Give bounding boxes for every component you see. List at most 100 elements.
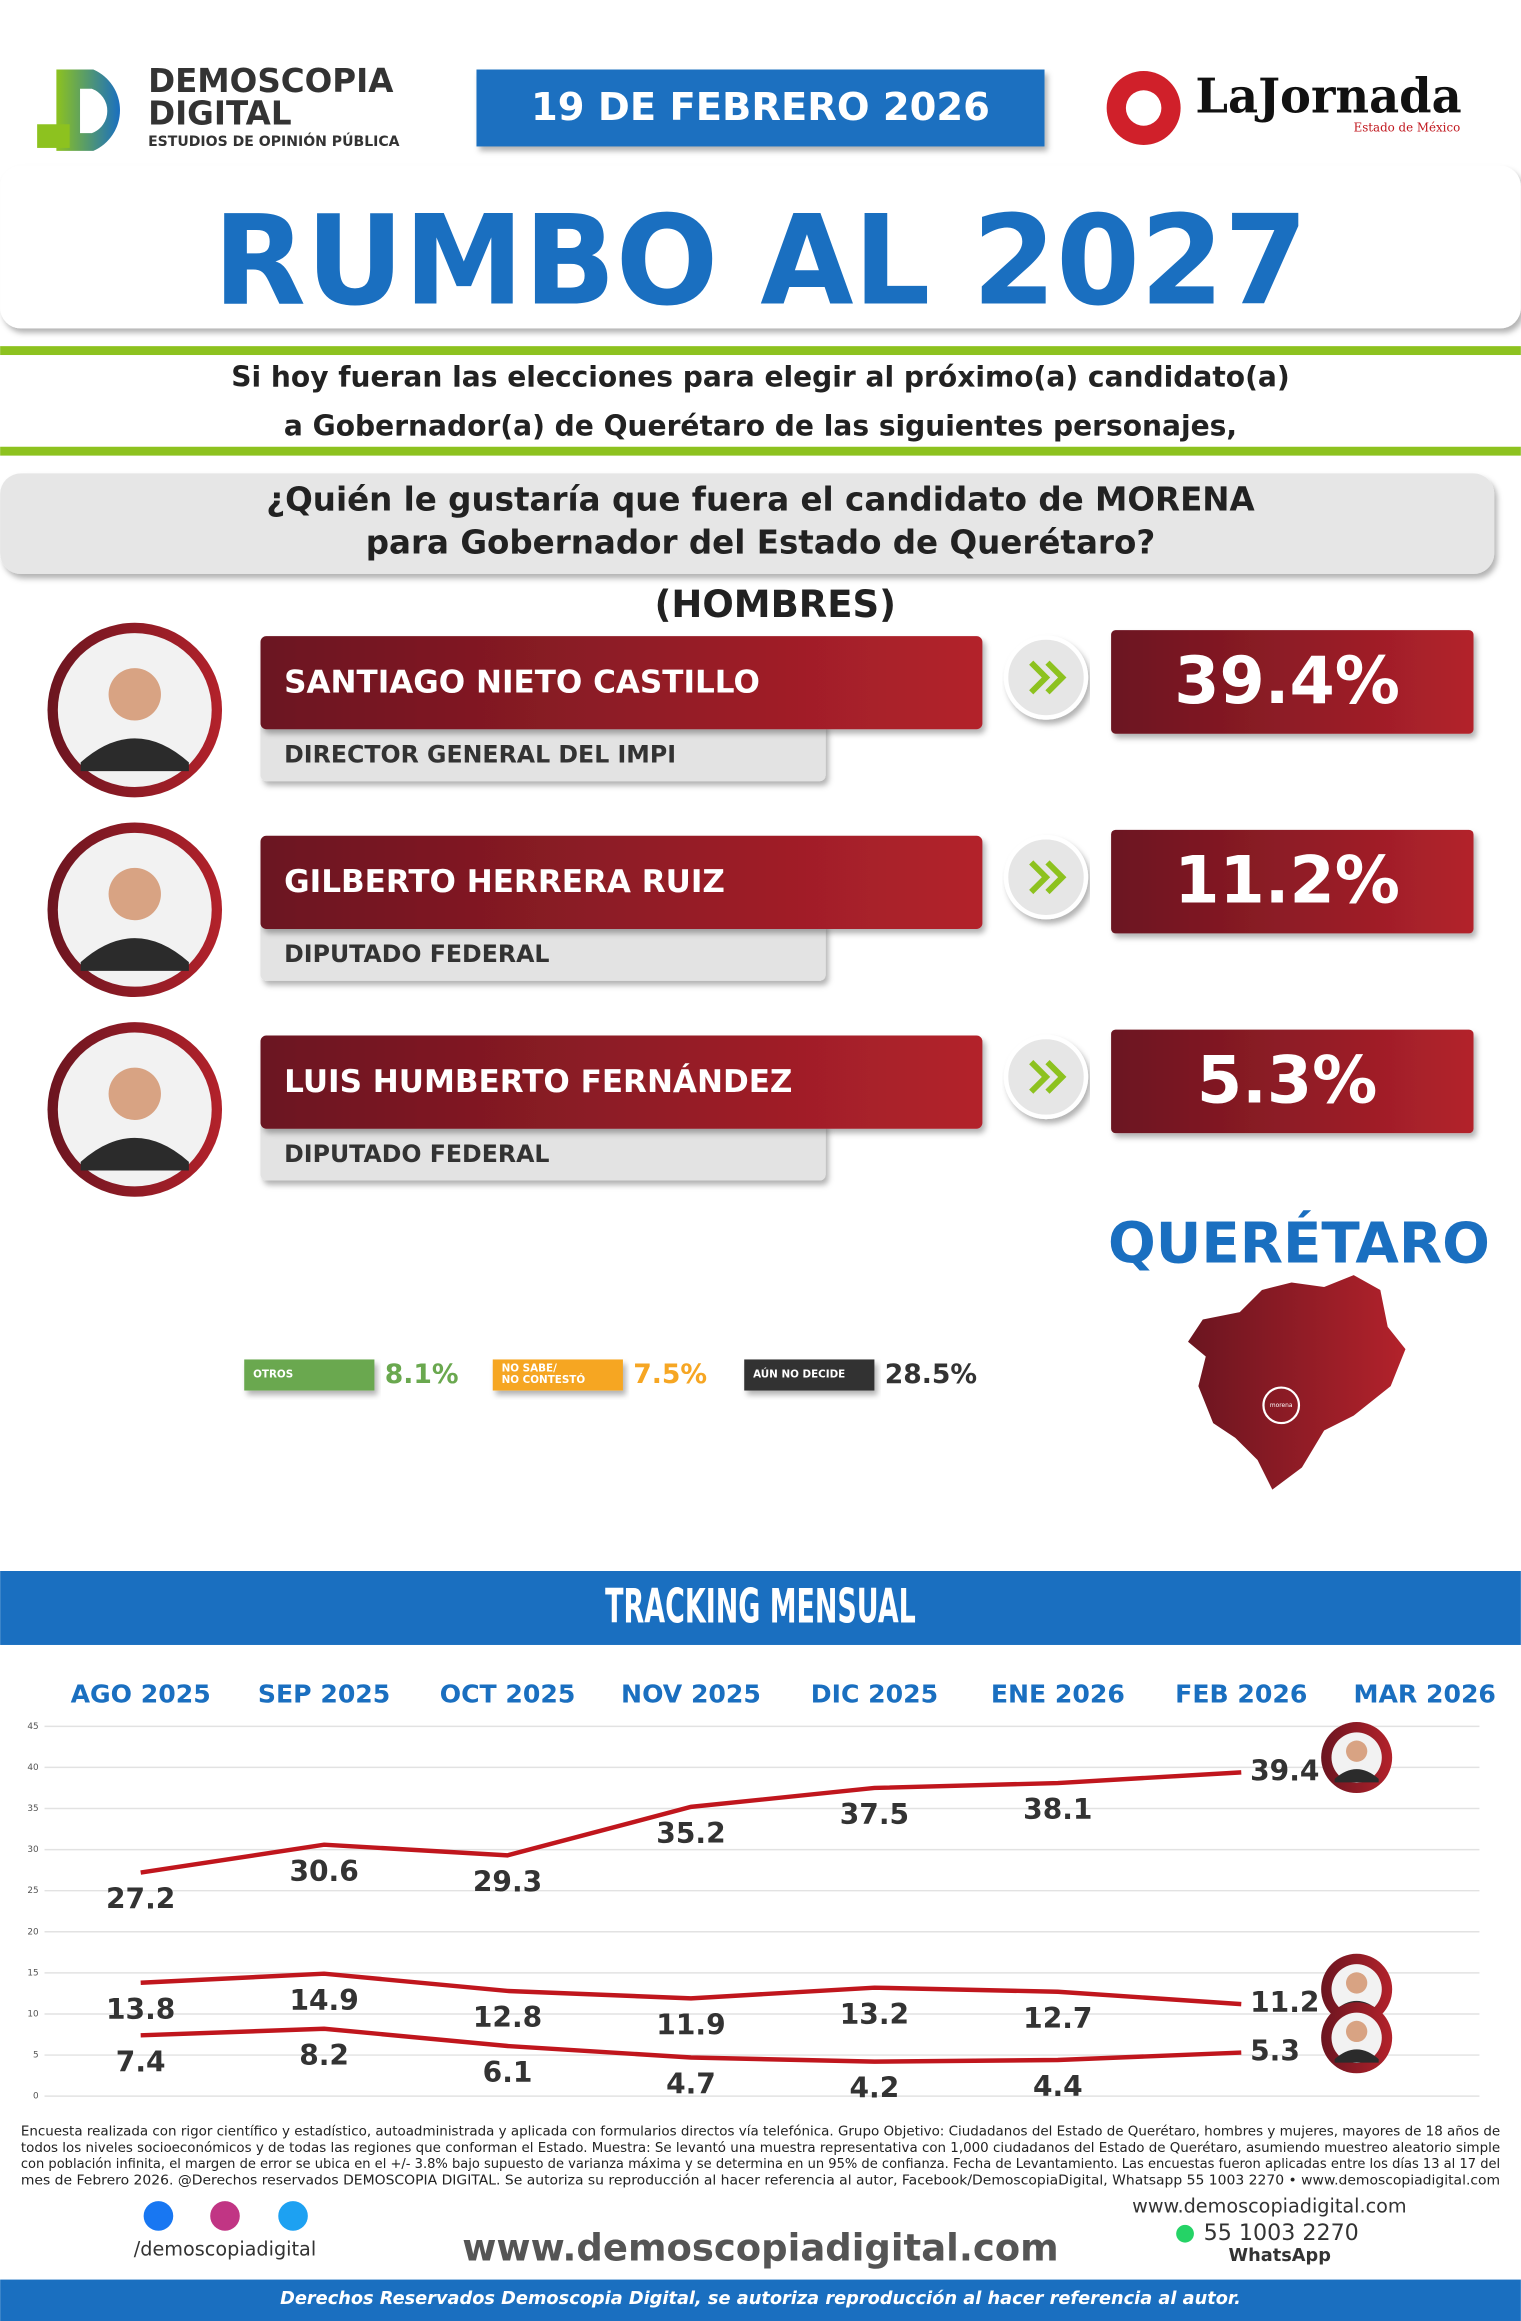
photo-head [1346,1740,1368,1762]
data-label: 8.2 [299,2039,349,2072]
data-label: 39.4 [1250,1754,1319,1787]
role-bar [260,721,826,782]
series-line [140,2026,1242,2064]
data-label: 7.4 [116,2045,166,2078]
y-tick-label: 40 [27,1763,39,1773]
data-label: 12.7 [1023,2002,1092,2035]
data-label: 30.6 [289,1855,358,1888]
data-label: 13.8 [106,1993,175,2026]
photo-body [1334,1769,1379,1783]
name-bar [260,1035,983,1129]
photo-head [108,867,161,921]
site-small: www.demoscopiadigital.com [1132,2195,1407,2218]
y-tick-label: 25 [27,1886,38,1896]
brand: DIGITAL [148,94,291,132]
data-label: 12.8 [473,2001,542,2034]
date: 19 DE FEBRERO 2026 [531,85,990,130]
partner-sub: Estado de México [1354,121,1461,135]
percent-box [1111,630,1474,734]
data-label: 27.2 [106,1883,175,1916]
phone: 55 1003 2270 [1204,2220,1359,2246]
x-tick-label: NOV 2025 [621,1679,761,1708]
percent: 11.2% [1174,844,1400,919]
photo-head [108,1067,161,1120]
title: RUMBO AL 2027 [213,189,1308,333]
other-label: NO SABE/ [502,1362,557,1374]
data-label: 38.1 [1023,1793,1092,1826]
x-tick-label: ENE 2026 [991,1679,1125,1708]
state-map [1188,1275,1406,1490]
partner: LaJornada [1195,70,1461,125]
data-label: 4.7 [666,2068,716,2101]
percent: 39.4% [1174,644,1400,719]
photo-head [108,668,161,721]
arrow [1029,1060,1067,1094]
photo-body [1334,2049,1379,2063]
whatsapp: WhatsApp [1229,2246,1331,2266]
y-tick-label: 10 [27,2009,39,2019]
data-label: 11.9 [656,2008,725,2041]
y-tick-label: 15 [27,1968,38,1978]
other-percent: 8.1% [385,1359,459,1390]
method: todos los niveles socioeconómicos y de t… [21,2140,1500,2156]
logo-mark-inner [80,88,108,134]
percent: 5.3% [1197,1043,1378,1118]
photo-body [80,738,189,772]
data-label: 29.3 [473,1865,542,1898]
method: mes de Febrero 2026. @Derechos reservado… [21,2172,1500,2188]
name: LUIS HUMBERTO FERNÁNDEZ [284,1062,792,1100]
data-label: 14.9 [289,1984,358,2017]
other-label: AÚN NO DECIDE [753,1367,845,1380]
y-tick-label: 0 [33,2092,39,2102]
series-line [140,1971,1242,2007]
rights: Derechos Reservados Demoscopia Digital, … [280,2289,1241,2309]
data-label: 37.5 [840,1798,909,1831]
brand: DEMOSCOPIA [148,62,394,100]
x-tick-label: SEP 2025 [258,1679,390,1708]
facebook-icon[interactable] [143,2201,174,2231]
map-badge-text: morena [1270,1403,1293,1409]
other-box [492,1359,623,1391]
group: (HOMBRES) [655,583,896,626]
method: Encuesta realizada con rigor científico … [21,2124,1500,2140]
role: DIRECTOR GENERAL DEL IMPI [284,740,676,768]
name-bar [260,835,983,929]
arrow [1029,860,1067,895]
other-percent: 7.5% [633,1359,707,1390]
state: QUERÉTARO [1108,1209,1490,1277]
logo-block [37,124,70,148]
method: con población infinita, el margen de err… [21,2156,1500,2172]
whatsapp-icon [1176,2224,1194,2243]
divider [0,346,1521,356]
question-box [0,473,1495,574]
role-bar [260,921,826,981]
question: ¿Quién le gustaría que fuera el candidat… [266,480,1255,518]
y-tick-label: 35 [27,1804,38,1814]
photo-head [1346,2020,1368,2043]
instagram-icon[interactable] [210,2201,240,2231]
site[interactable]: www.demoscopiadigital.com [462,2226,1058,2269]
twitter-icon[interactable] [278,2201,308,2231]
photo-head [1346,1972,1368,1994]
tracking-title: TRACKING MENSUAL [605,1579,916,1634]
y-tick-label: 20 [27,1927,39,1937]
name-bar [260,636,983,730]
percent-box [1111,829,1474,934]
tracking-band [0,1571,1521,1645]
other-percent: 28.5% [885,1359,977,1390]
rights-band [0,2279,1521,2321]
social-icons [143,2201,308,2231]
role: DIPUTADO FEDERAL [284,940,549,968]
photo-body [80,938,189,971]
arrow [1029,660,1067,695]
social-handle: /demoscopiadigital [134,2237,316,2260]
y-tick-label: 30 [27,1845,39,1855]
role-bar [260,1121,826,1181]
title-card [0,165,1521,329]
photo-body [80,1137,189,1171]
series-line [140,1770,1242,1875]
data-label: 13.2 [840,1998,909,2031]
role: DIPUTADO FEDERAL [284,1140,549,1168]
y-tick-label: 45 [27,1722,38,1732]
